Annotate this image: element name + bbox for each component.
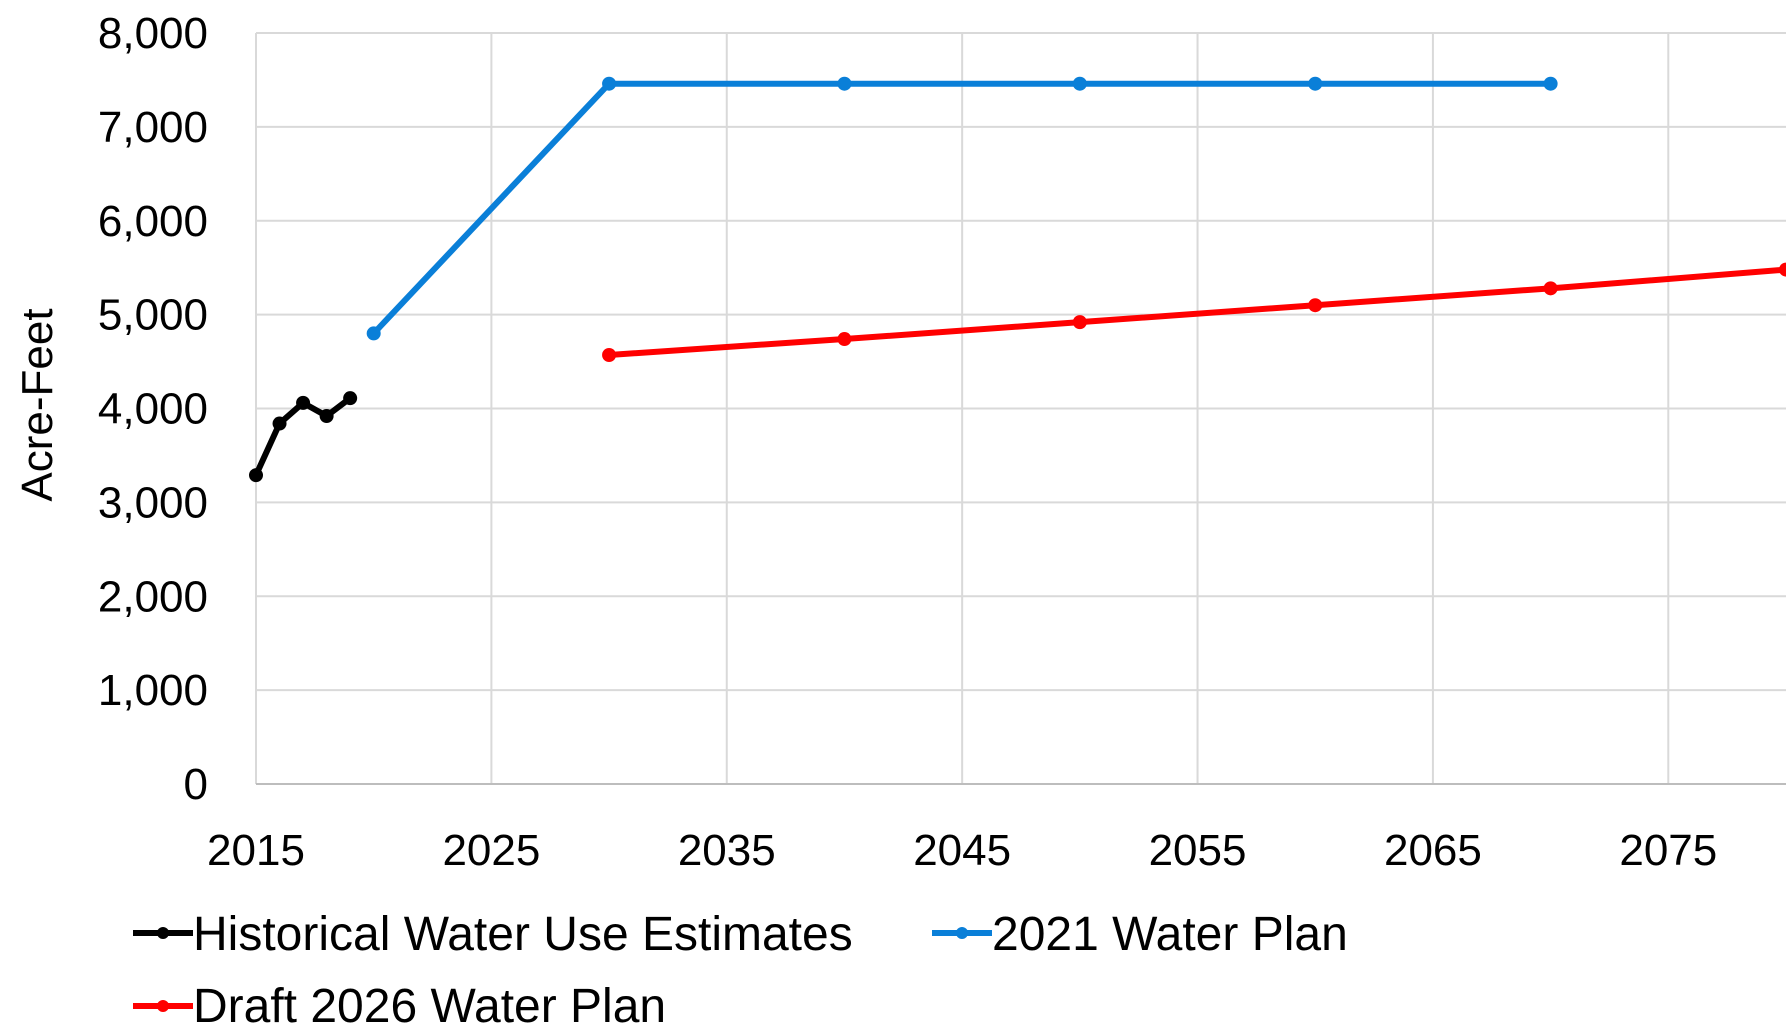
series-line-2 (606, 266, 1786, 358)
legend-label-draft-2026-plan: Draft 2026 Water Plan (193, 980, 666, 1029)
legend-marker-draft-2026-plan (157, 1000, 169, 1012)
series-line-1 (370, 80, 1554, 337)
data-point-series-1 (1543, 76, 1558, 91)
data-point-series-0 (319, 409, 334, 424)
y-tick-label: 7,000 (98, 103, 208, 152)
legend-label-2021-plan: 2021 Water Plan (992, 908, 1348, 961)
legend-item-draft-2026-plan: Draft 2026 Water Plan (133, 980, 666, 1029)
x-tick-label: 2065 (1384, 826, 1482, 875)
horizontal-gridlines (256, 32, 1786, 692)
y-tick-label: 2,000 (98, 572, 208, 621)
y-tick-labels: 0 1,000 2,000 3,000 4,000 5,000 6,000 7,000 8,00… (98, 9, 208, 809)
x-tick-labels: 2015 2025 2035 2045 2055 2065 2075 (207, 826, 1717, 875)
legend: Historical Water Use Estimates 2021 Wate… (133, 908, 1348, 1029)
data-point-series-0 (272, 416, 287, 431)
legend-item-2021-plan: 2021 Water Plan (932, 908, 1348, 961)
data-point-series-2 (1308, 298, 1323, 313)
x-tick-label: 2025 (442, 826, 540, 875)
y-tick-label: 5,000 (98, 291, 208, 340)
data-point-series-0 (296, 395, 311, 410)
y-tick-label: 6,000 (98, 197, 208, 246)
legend-marker-historical (157, 927, 169, 939)
data-point-series-0 (249, 468, 263, 483)
legend-item-historical: Historical Water Use Estimates (133, 908, 853, 961)
data-point-series-2 (837, 332, 852, 347)
data-point-series-1 (1072, 76, 1087, 91)
x-tick-label: 2075 (1619, 826, 1717, 875)
x-tick-label: 2045 (913, 826, 1011, 875)
data-point-series-2 (1779, 262, 1786, 277)
x-tick-label: 2055 (1149, 826, 1247, 875)
y-tick-label: 8,000 (98, 9, 208, 58)
y-axis-label: Acre-Feet (13, 308, 62, 501)
y-tick-label: 4,000 (98, 385, 208, 434)
data-point-series-1 (602, 76, 617, 91)
data-point-series-1 (1308, 76, 1323, 91)
legend-label-historical: Historical Water Use Estimates (193, 908, 853, 961)
data-point-series-2 (602, 347, 617, 362)
y-tick-label: 1,000 (98, 666, 208, 715)
x-tick-label: 2015 (207, 826, 305, 875)
y-tick-label: 3,000 (98, 478, 208, 527)
series-layer (249, 76, 1786, 483)
x-tick-label: 2035 (678, 826, 776, 875)
data-point-series-1 (366, 326, 381, 341)
data-point-series-0 (343, 391, 358, 406)
data-point-series-1 (837, 76, 852, 91)
data-point-series-2 (1072, 315, 1087, 330)
legend-marker-2021-plan (956, 927, 968, 939)
y-tick-label: 0 (184, 760, 208, 809)
data-point-series-2 (1543, 281, 1558, 296)
